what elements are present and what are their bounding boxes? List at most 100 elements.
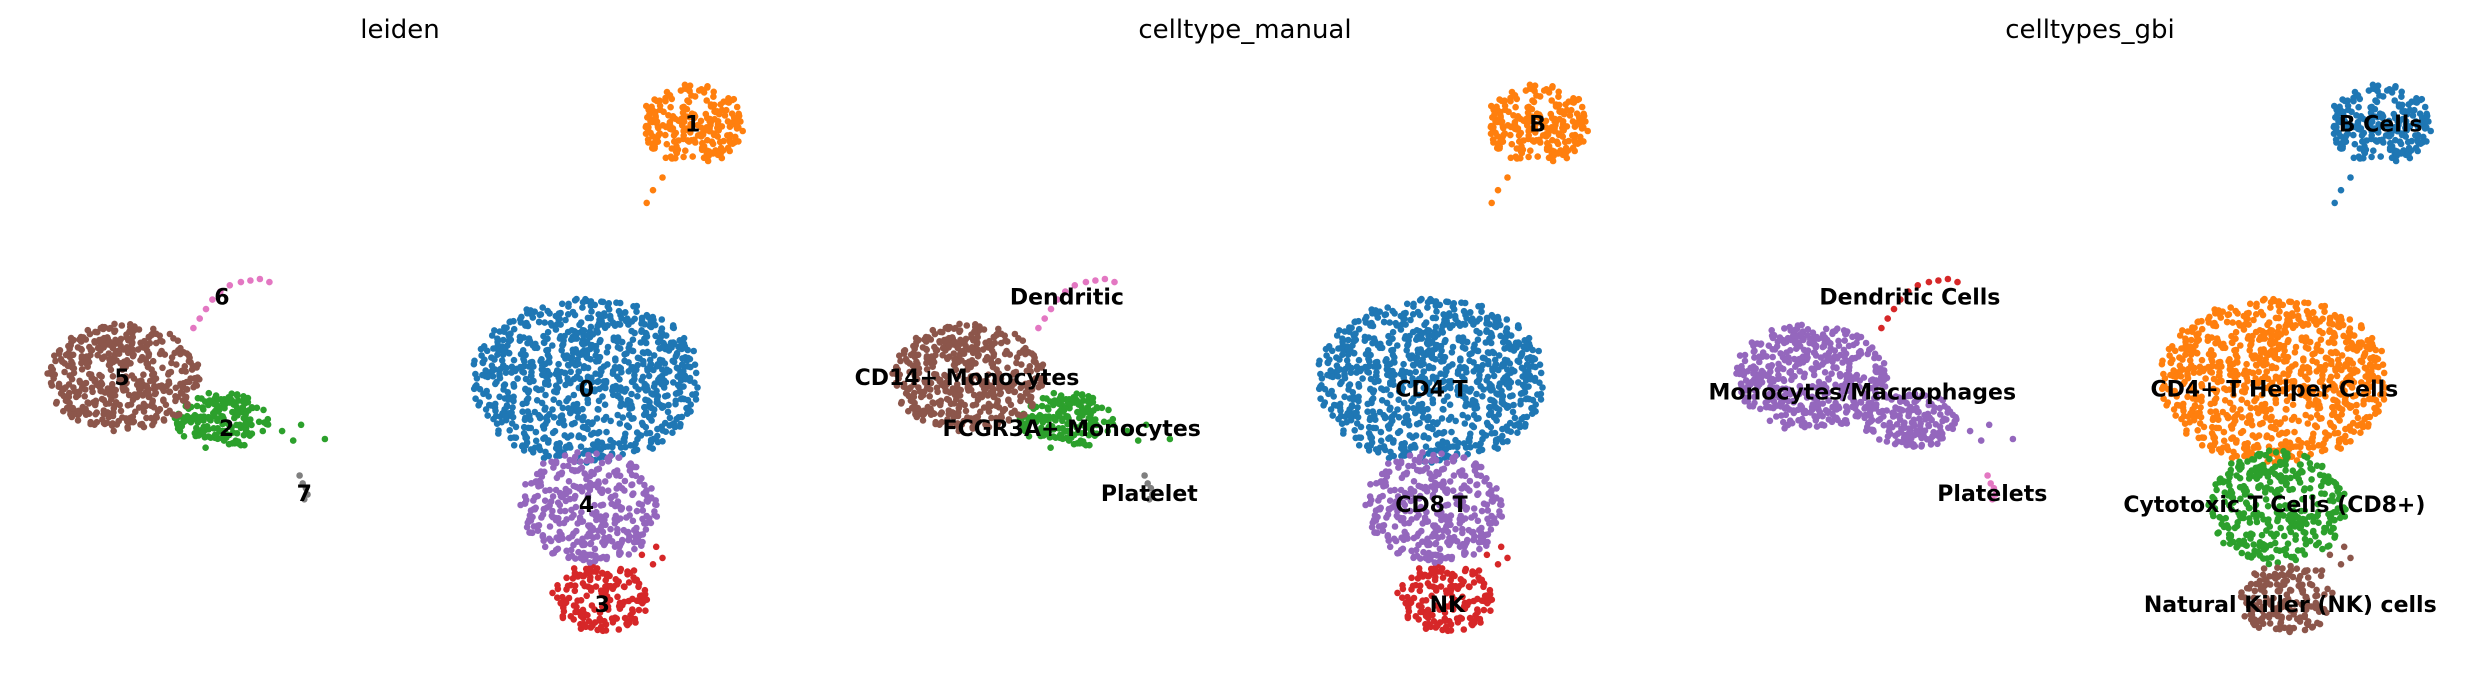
scatter-point [470, 385, 478, 393]
scatter-point [1317, 395, 1324, 403]
scatter-point [1487, 122, 1495, 130]
scatter-point [1491, 110, 1498, 118]
scatter-point [1412, 613, 1420, 620]
scatter-point [648, 390, 655, 397]
scatter-point [602, 413, 610, 421]
scatter-point [296, 472, 303, 479]
scatter-point [724, 118, 732, 125]
scatter-point [172, 393, 179, 400]
scatter-point [1416, 587, 1424, 595]
scatter-point [1522, 87, 1530, 94]
scatter-point [617, 565, 625, 573]
scatter-point [1473, 327, 1480, 335]
scatter-point [190, 415, 198, 422]
scatter-point [591, 545, 599, 553]
scatter-point [630, 463, 638, 471]
scatter-point [1514, 429, 1521, 437]
scatter-point [643, 102, 650, 110]
scatter-point [1364, 368, 1371, 376]
scatter-point [1450, 472, 1458, 479]
scatter-point [550, 396, 557, 404]
scatter-point [1400, 419, 1408, 427]
scatter-point [621, 583, 628, 591]
scatter-point [1518, 149, 1526, 157]
scatter-point [609, 619, 617, 626]
scatter-point [1380, 522, 1388, 529]
scatter-point [950, 350, 958, 357]
scatter-point [499, 345, 507, 353]
scatter-point [544, 307, 551, 315]
scatter-point [635, 500, 643, 508]
scatter-point [200, 406, 207, 413]
scatter-point [628, 390, 635, 398]
scatter-point [599, 298, 607, 306]
scatter-point [240, 393, 247, 400]
scatter-point [1448, 428, 1455, 436]
scatter-point [527, 372, 535, 380]
scatter-point [654, 425, 661, 433]
scatter-point [575, 368, 582, 375]
scatter-point [559, 612, 567, 620]
scatter-point [1410, 478, 1418, 485]
scatter-point [692, 396, 700, 403]
scatter-point [1407, 316, 1414, 324]
scatter-point [929, 399, 936, 406]
scatter-point [100, 407, 108, 414]
scatter-point [1348, 403, 1356, 411]
scatter-point [581, 582, 588, 590]
scatter-point [726, 147, 733, 155]
scatter-point [2188, 336, 2195, 344]
scatter-point [1344, 345, 1352, 353]
scatter-point [543, 347, 550, 354]
scatter-point [289, 437, 297, 444]
scatter-point [582, 423, 589, 431]
scatter-point [579, 405, 586, 413]
scatter-point [124, 402, 132, 409]
scatter-point [123, 418, 131, 425]
scatter-point [673, 364, 681, 372]
scatter-point [1452, 525, 1459, 533]
scatter-point [523, 434, 531, 442]
scatter-point [504, 389, 512, 396]
scatter-point [962, 407, 970, 415]
scatter-point [1473, 390, 1480, 398]
scatter-point [1105, 406, 1112, 414]
scatter-point [1408, 547, 1415, 555]
scatter-point [972, 323, 979, 331]
scatter-point [1352, 434, 1359, 442]
scatter-point [621, 357, 628, 365]
scatter-point [659, 174, 666, 181]
scatter-point [1513, 145, 1521, 152]
scatter-point [621, 477, 629, 485]
scatter-point [1354, 413, 1362, 421]
scatter-point [84, 326, 92, 334]
scatter-point [1405, 462, 1412, 470]
scatter-point [633, 524, 640, 532]
scatter-point [135, 326, 143, 333]
scatter-point [1569, 132, 1576, 139]
scatter-point [672, 353, 680, 360]
scatter-point [1038, 402, 1046, 410]
scatter-point [514, 375, 521, 382]
scatter-point [1498, 513, 1506, 520]
scatter-point [1397, 326, 1405, 333]
scatter-point [498, 418, 506, 426]
scatter-point [574, 449, 581, 456]
scatter-point [584, 364, 592, 372]
scatter-point [1078, 391, 1086, 398]
scatter-point [489, 373, 497, 380]
scatter-point [1523, 383, 1530, 391]
scatter-point [2256, 420, 2264, 428]
scatter-point [118, 322, 126, 329]
scatter-point [542, 379, 549, 386]
scatter-point [1459, 529, 1466, 537]
scatter-point [1367, 481, 1374, 488]
scatter-point [959, 347, 967, 355]
scatter-point [557, 321, 564, 328]
scatter-point [619, 414, 627, 421]
scatter-point [1408, 574, 1415, 582]
scatter-point [1499, 438, 1507, 446]
cluster-label-platelet: Platelet [1101, 482, 1198, 507]
